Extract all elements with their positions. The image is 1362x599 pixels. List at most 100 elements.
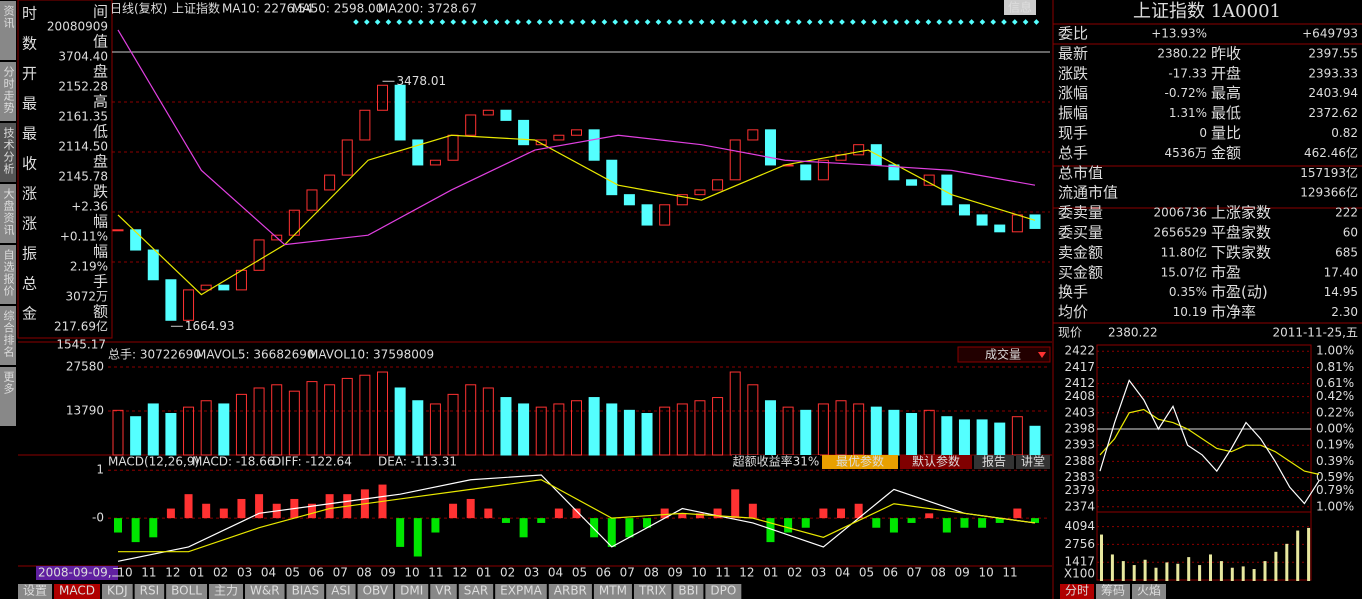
ma10-label: MA10: 2276.54 <box>222 2 313 16</box>
intraday-tab-bg[interactable] <box>1096 584 1130 599</box>
bottom-tab-bg[interactable] <box>458 584 494 599</box>
intraday-tab-bg[interactable] <box>1060 584 1094 599</box>
info-label: 间 <box>93 3 108 21</box>
bottom-tab-bg[interactable] <box>54 584 100 599</box>
macd-button-bg[interactable] <box>822 455 898 469</box>
sidebar-tab[interactable] <box>0 1 16 60</box>
bottom-tab[interactable]: SAR <box>464 584 488 598</box>
marker-diamond <box>666 19 673 25</box>
marker-diamond <box>1001 19 1007 25</box>
sidebar-tab[interactable] <box>0 306 16 365</box>
bottom-tab[interactable]: ARBR <box>554 584 587 598</box>
marker-diamond <box>450 19 457 25</box>
marker-diamond <box>990 19 997 25</box>
bottom-tab[interactable]: 设置 <box>23 584 47 598</box>
intraday-volume-bar <box>1176 563 1180 581</box>
bottom-tab[interactable]: EXPMA <box>500 584 542 598</box>
bottom-tab[interactable]: BOLL <box>171 584 202 598</box>
bottom-tab-bg[interactable] <box>593 584 632 599</box>
bottom-tab-bg[interactable] <box>245 584 285 599</box>
macd-button-bg[interactable] <box>900 455 972 469</box>
volume-bar <box>447 393 459 456</box>
bottom-tab[interactable]: KDJ <box>107 584 128 598</box>
intraday-volume-bar <box>1100 534 1103 581</box>
bottom-tab-bg[interactable] <box>495 584 547 599</box>
bottom-tab-bg[interactable] <box>548 584 592 599</box>
macd-button[interactable]: 报告 <box>982 454 1006 469</box>
quote-value: 4536万 <box>1164 146 1207 160</box>
bottom-tab[interactable]: RSI <box>140 584 160 598</box>
sidebar-tab[interactable] <box>0 245 16 304</box>
bottom-tab-bg[interactable] <box>673 584 704 599</box>
dropdown-arrow <box>1038 352 1046 358</box>
bottom-tab-bg[interactable] <box>286 584 325 599</box>
marker-diamond <box>795 19 802 25</box>
bottom-tab-bg[interactable] <box>357 584 394 599</box>
bottom-tab-bg[interactable] <box>395 584 429 599</box>
intraday-tab[interactable]: 筹码 <box>1101 584 1125 598</box>
bottom-tab[interactable]: BBI <box>678 584 698 598</box>
info-button-bg[interactable] <box>1004 0 1036 15</box>
bottom-tab-bg[interactable] <box>326 584 356 599</box>
intraday-tab[interactable]: 火焰 <box>1137 583 1161 598</box>
intraday-tab-bg[interactable] <box>1132 584 1166 599</box>
bottom-tab[interactable]: 主力 <box>214 584 238 598</box>
macd-button-bg[interactable] <box>732 455 820 469</box>
candle <box>324 174 336 191</box>
candle <box>906 179 918 186</box>
macd-button[interactable]: 默认参数 <box>912 454 960 469</box>
marker-diamond <box>612 19 619 25</box>
intraday-volume-bar <box>1219 561 1223 581</box>
volume-bar <box>324 384 336 456</box>
macd-button-bg[interactable] <box>1016 455 1050 469</box>
bottom-tab[interactable]: DMI <box>400 584 423 598</box>
marker-diamond <box>558 19 565 25</box>
info-button[interactable]: 信息 <box>1008 0 1032 15</box>
macd-button[interactable]: 超额收益率31% <box>733 454 820 469</box>
bottom-tab[interactable]: DPO <box>710 584 736 598</box>
bottom-tab[interactable]: MACD <box>59 584 95 598</box>
macd-button[interactable]: 最优参数 <box>836 454 884 469</box>
intraday-tick-label: 2403 <box>1064 405 1095 419</box>
bottom-tab-bg[interactable] <box>705 584 742 599</box>
quote-value: 0.82 <box>1331 126 1358 140</box>
volume-bar <box>218 403 230 456</box>
bottom-tab[interactable]: W&R <box>250 584 280 598</box>
volume-dropdown[interactable]: 成交量 <box>985 347 1021 362</box>
candle <box>165 279 177 321</box>
sidebar-tab[interactable] <box>0 62 16 121</box>
intraday-pct-label: 0.42% <box>1316 389 1354 403</box>
bottom-tab[interactable]: TRIX <box>638 584 666 598</box>
candle <box>764 129 776 166</box>
bottom-tab-bg[interactable] <box>166 584 207 599</box>
candle <box>500 109 512 121</box>
x-tick-label: 11 <box>141 566 156 580</box>
macd-button[interactable]: 讲堂 <box>1021 454 1045 469</box>
quote-value: 157193亿 <box>1300 165 1358 180</box>
intraday-volume-bar <box>1263 561 1267 581</box>
bottom-tab-bg[interactable] <box>430 584 457 599</box>
bottom-tab[interactable]: OBV <box>363 584 389 598</box>
x-tick-label: 06 <box>596 566 611 580</box>
bottom-tab-bg[interactable] <box>134 584 165 599</box>
quote-value: 2.30 <box>1331 305 1358 319</box>
macd-button-bg[interactable] <box>974 455 1014 469</box>
bottom-tab-bg[interactable] <box>18 584 53 599</box>
bottom-tab-bg[interactable] <box>209 584 244 599</box>
sidebar-tab[interactable] <box>0 184 16 243</box>
info-label: 跌 <box>93 183 108 201</box>
bottom-tab-bg[interactable] <box>102 584 133 599</box>
sidebar-tab[interactable] <box>0 367 16 426</box>
macd-bar <box>1013 508 1022 519</box>
intraday-tab[interactable]: 分时 <box>1065 584 1089 598</box>
bottom-tab[interactable]: VR <box>435 584 452 598</box>
quote-label: 现手 <box>1058 124 1088 142</box>
sidebar-tab[interactable] <box>0 123 16 182</box>
bottom-tab[interactable]: MTM <box>599 584 627 598</box>
bottom-tab[interactable]: ASI <box>331 584 350 598</box>
marker-diamond <box>957 19 964 25</box>
bottom-tab[interactable]: BIAS <box>292 584 320 598</box>
dropdown-bg[interactable] <box>957 346 1051 363</box>
bottom-tab-bg[interactable] <box>633 584 672 599</box>
marker-diamond <box>731 19 737 25</box>
